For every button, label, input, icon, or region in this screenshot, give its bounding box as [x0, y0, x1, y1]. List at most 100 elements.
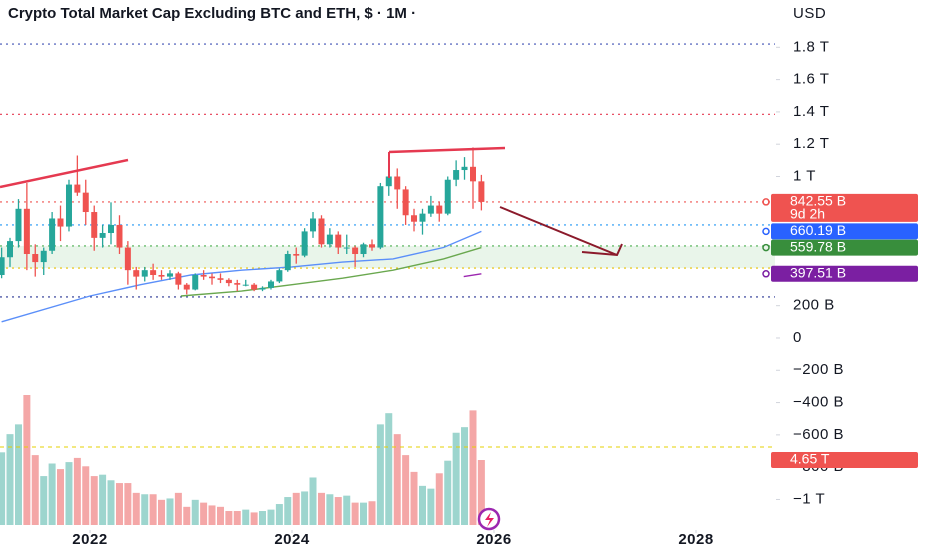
candle-body: [377, 186, 384, 248]
candle-body: [99, 233, 106, 238]
volume-bar: [132, 492, 140, 525]
x-tick-label: 2024: [274, 531, 310, 548]
logo: [477, 507, 501, 531]
y-tick-label: 1 T: [793, 167, 816, 184]
arrow-head: [581, 243, 623, 257]
candle-body: [57, 218, 64, 227]
badge-dot: [762, 227, 770, 236]
candle-body: [234, 283, 241, 285]
volume-bar: [14, 424, 22, 525]
volume-bar: [124, 483, 132, 525]
volume-bar: [208, 505, 216, 525]
candle-body: [15, 208, 22, 242]
volume-bar: [40, 476, 48, 525]
candle-body: [116, 224, 123, 248]
candle-body: [352, 247, 359, 255]
candle-body: [150, 270, 157, 275]
volume-bar: [200, 502, 208, 525]
y-tick-label: 1.6 T: [793, 71, 829, 88]
volume-bar: [233, 511, 241, 525]
candle-body: [453, 170, 460, 180]
y-tick-label: −1 T: [793, 490, 825, 507]
volume-bar: [292, 492, 300, 525]
volume-bar: [0, 452, 6, 525]
price-badge-label: 559.78 B: [790, 238, 846, 254]
x-tick-label: 2028: [678, 531, 713, 548]
candle-body: [284, 254, 291, 271]
volume-bar: [48, 463, 56, 525]
candle-body: [402, 189, 409, 216]
volume-bar: [301, 491, 309, 525]
volume-bar: [31, 455, 39, 525]
volume-bar: [368, 501, 376, 525]
price-badge: [771, 265, 918, 282]
volume-bar: [267, 509, 275, 525]
volume-bar: [393, 434, 401, 525]
candle-body: [200, 275, 207, 277]
volume-bar: [477, 460, 485, 525]
volume-bar: [6, 434, 14, 525]
volume-bar: [334, 497, 342, 525]
candle-body: [394, 176, 401, 190]
candle-body: [133, 270, 140, 277]
price-badge-label: 660.19 B: [790, 222, 846, 238]
candle-body: [82, 192, 89, 213]
volume-bar: [174, 492, 182, 525]
volume-bar: [250, 512, 258, 525]
logo-bolt: [485, 512, 494, 527]
volume-bar: [427, 488, 435, 525]
volume-bar: [65, 462, 73, 525]
volume-bar: [183, 506, 191, 525]
candle-body: [209, 276, 216, 279]
volume-bar: [82, 466, 90, 525]
support-zone: [0, 245, 775, 269]
volume-bar: [57, 469, 65, 525]
candle-body: [108, 224, 115, 234]
volume-bar: [191, 499, 199, 525]
moving-average: [180, 246, 482, 297]
volume-badge-label: 4.65 T: [790, 451, 830, 467]
candle-body: [259, 287, 266, 290]
volume-bar: [317, 492, 325, 525]
volume-bar: [275, 504, 283, 525]
chart-title: Crypto Total Market Cap Excluding BTC an…: [8, 5, 416, 22]
candle-body: [444, 179, 451, 214]
y-tick-label: −400 B: [793, 394, 844, 411]
price-badge-countdown: 9d 2h: [790, 206, 825, 222]
volume-bar: [216, 506, 224, 525]
y-tick-label: 0: [793, 329, 802, 346]
price-badge: [771, 239, 918, 256]
trend-line: [388, 146, 506, 154]
candle-body: [124, 247, 131, 271]
volume-bar: [435, 473, 443, 525]
badge-dot: [762, 198, 770, 206]
candle-body: [360, 244, 367, 255]
candle-body: [267, 281, 274, 288]
y-tick-label: 200 B: [793, 297, 835, 314]
candle-body: [343, 247, 350, 249]
price-badge-label: 397.51 B: [790, 264, 846, 280]
volume-bar: [452, 432, 460, 525]
volume-bar: [141, 494, 149, 525]
candle-body: [411, 215, 418, 222]
candle-body: [217, 278, 224, 280]
candle-body: [74, 184, 81, 193]
candle-body: [335, 234, 342, 248]
candle-body: [49, 218, 56, 251]
candle-body: [436, 205, 443, 214]
candle-body: [225, 279, 232, 284]
volume-bar: [351, 502, 359, 525]
volume-bar: [115, 483, 123, 525]
y-tick-label: 1.2 T: [793, 135, 829, 152]
volume-bar: [99, 474, 107, 525]
candle-body: [461, 166, 468, 171]
candle-body: [301, 231, 308, 256]
candle-body: [158, 275, 165, 277]
candle-body: [6, 241, 13, 258]
candle-body: [419, 213, 426, 222]
candle-body: [276, 270, 283, 282]
candle-body: [293, 254, 300, 256]
volume-bar: [418, 485, 426, 525]
volume-bar: [107, 480, 115, 525]
